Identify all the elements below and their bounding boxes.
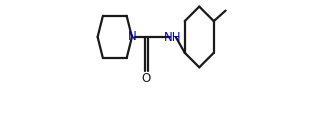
Text: NH: NH <box>164 31 182 44</box>
Text: N: N <box>128 30 137 43</box>
Text: O: O <box>142 72 151 85</box>
